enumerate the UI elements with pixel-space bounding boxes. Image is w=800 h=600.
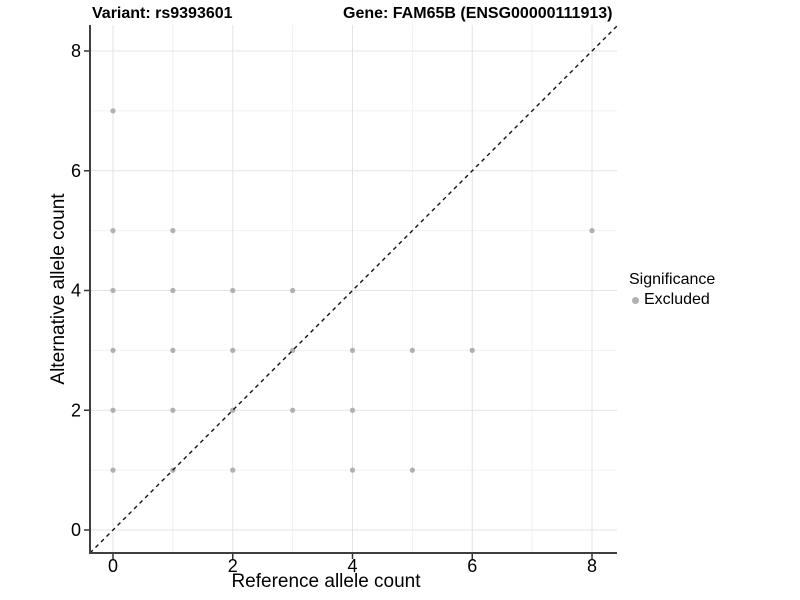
y-tick-label: 8 [71, 41, 81, 61]
data-point [409, 467, 415, 473]
data-point [409, 347, 415, 353]
data-point [110, 467, 116, 473]
data-point [110, 347, 116, 353]
identity-line [89, 25, 618, 554]
plot-title-variant: Variant: rs9393601 [92, 5, 233, 22]
x-axis-title: Reference allele count [231, 571, 421, 592]
y-tick-label: 6 [71, 161, 81, 181]
legend: Significance Excluded [629, 271, 715, 309]
data-point [349, 407, 356, 413]
data-point [290, 407, 296, 413]
y-tick-label: 0 [71, 520, 81, 540]
data-point [230, 467, 236, 473]
data-point [469, 347, 475, 353]
data-point [589, 228, 595, 234]
legend-title: Significance [629, 271, 716, 288]
data-point [290, 287, 296, 294]
y-tick-label: 2 [71, 400, 81, 420]
data-point [230, 347, 236, 353]
plot-title-gene: Gene: FAM65B (ENSG00000111913) [343, 5, 613, 22]
data-point [170, 407, 176, 413]
data-point [170, 228, 176, 234]
y-tick-label: 4 [71, 281, 81, 301]
data-point [110, 407, 116, 413]
data-point [349, 467, 356, 473]
x-tick-label: 6 [467, 556, 477, 576]
data-point [110, 108, 116, 114]
y-axis-title: Alternative allele count [48, 193, 69, 385]
data-point [349, 347, 356, 353]
data-point [110, 287, 116, 294]
x-tick-label: 4 [347, 556, 357, 576]
legend-point-icon [632, 296, 639, 304]
legend-item-label: Excluded [644, 291, 710, 308]
data-point [170, 347, 176, 353]
legend-item-excluded: Excluded [629, 291, 715, 309]
data-point [230, 287, 236, 294]
x-tick-label: 8 [587, 556, 597, 576]
data-point [170, 287, 176, 294]
x-tick-label: 2 [228, 556, 238, 576]
data-point [110, 228, 116, 234]
x-tick-label: 0 [108, 556, 118, 576]
